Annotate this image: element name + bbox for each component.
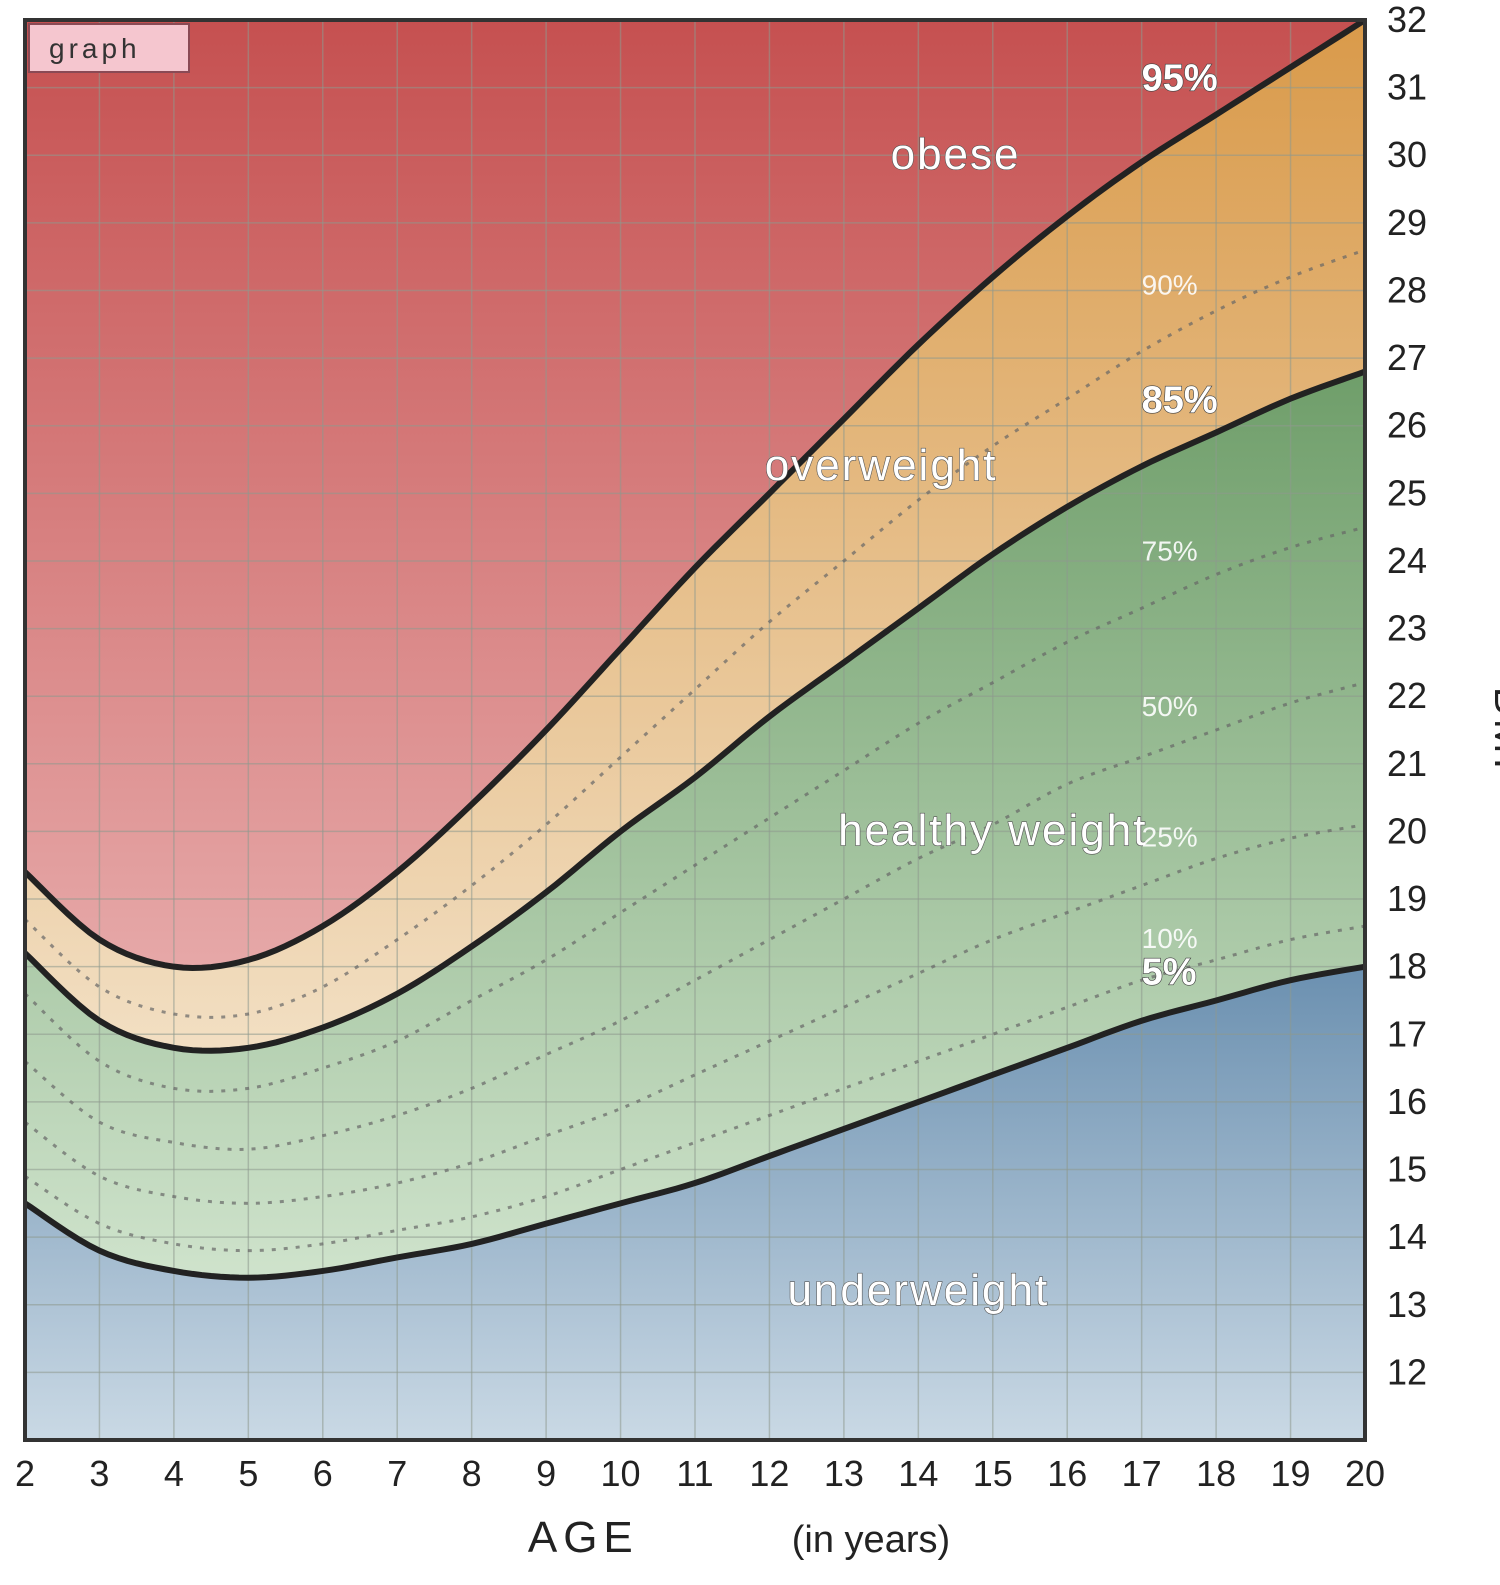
x-tick-6: 6: [313, 1453, 333, 1494]
pct-label-p50: 50%: [1142, 691, 1198, 722]
y-tick-18: 18: [1387, 946, 1427, 987]
y-tick-17: 17: [1387, 1013, 1427, 1054]
x-tick-11: 11: [676, 1453, 713, 1494]
y-tick-25: 25: [1387, 472, 1427, 513]
y-tick-23: 23: [1387, 608, 1427, 649]
y-tick-16: 16: [1387, 1081, 1427, 1122]
pct-label-p25: 25%: [1142, 821, 1198, 852]
x-tick-14: 14: [898, 1453, 938, 1494]
pct-label-p90: 90%: [1142, 270, 1198, 301]
svg-text:AGE: AGE: [528, 1513, 639, 1562]
y-tick-31: 31: [1387, 67, 1427, 108]
y-tick-27: 27: [1387, 337, 1427, 378]
tab-graph-label: graph: [49, 33, 141, 64]
y-tick-13: 13: [1387, 1284, 1427, 1325]
label-healthy: healthy weight: [838, 806, 1147, 855]
x-tick-19: 19: [1271, 1453, 1311, 1494]
x-tick-2: 2: [15, 1453, 35, 1494]
y-tick-22: 22: [1387, 675, 1427, 716]
y-tick-15: 15: [1387, 1149, 1427, 1190]
bmi-percentile-chart: graph obese overweight healthy weight underw…: [0, 0, 1500, 1585]
y-tick-24: 24: [1387, 540, 1427, 581]
x-tick-9: 9: [536, 1453, 556, 1494]
svg-text:(in years): (in years): [792, 1519, 950, 1561]
y-tick-29: 29: [1387, 202, 1427, 243]
y-tick-19: 19: [1387, 878, 1427, 919]
label-underweight: underweight: [787, 1266, 1049, 1315]
y-tick-32: 32: [1387, 0, 1427, 40]
y-tick-28: 28: [1387, 269, 1427, 310]
x-tick-7: 7: [387, 1453, 407, 1494]
pct-label-p95: 95%: [1142, 57, 1218, 99]
x-tick-15: 15: [973, 1453, 1013, 1494]
pct-label-p85: 85%: [1142, 379, 1218, 421]
x-tick-16: 16: [1047, 1453, 1087, 1494]
x-tick-5: 5: [238, 1453, 258, 1494]
x-tick-8: 8: [462, 1453, 482, 1494]
pct-label-p10: 10%: [1142, 923, 1198, 954]
label-overweight: overweight: [765, 441, 998, 490]
x-tick-17: 17: [1122, 1453, 1162, 1494]
y-tick-20: 20: [1387, 810, 1427, 851]
x-tick-20: 20: [1345, 1453, 1385, 1494]
y-axis-label: BMI: [1486, 687, 1500, 774]
x-tick-12: 12: [749, 1453, 789, 1494]
x-axis-label: AGE (in years): [528, 1513, 950, 1562]
x-tick-4: 4: [164, 1453, 184, 1494]
x-tick-18: 18: [1196, 1453, 1236, 1494]
y-tick-21: 21: [1387, 743, 1427, 784]
y-tick-30: 30: [1387, 134, 1427, 175]
pct-label-p5: 5%: [1142, 951, 1197, 993]
x-tick-3: 3: [89, 1453, 109, 1494]
pct-label-p75: 75%: [1142, 535, 1198, 566]
label-obese: obese: [891, 130, 1021, 179]
y-tick-26: 26: [1387, 405, 1427, 446]
x-tick-13: 13: [824, 1453, 864, 1494]
y-tick-14: 14: [1387, 1216, 1427, 1257]
y-tick-12: 12: [1387, 1351, 1427, 1392]
x-tick-10: 10: [601, 1453, 641, 1494]
